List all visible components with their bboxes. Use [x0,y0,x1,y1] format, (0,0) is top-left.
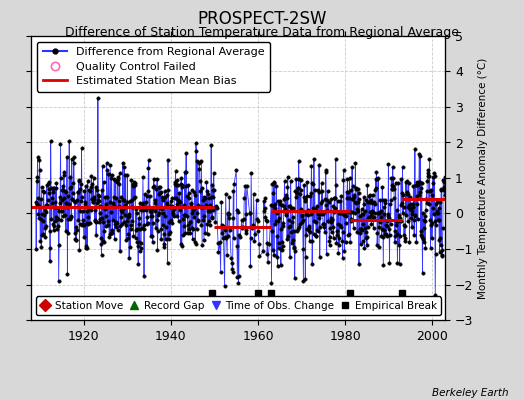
Text: Berkeley Earth: Berkeley Earth [432,388,508,398]
Text: PROSPECT-2SW: PROSPECT-2SW [197,10,327,28]
Y-axis label: Monthly Temperature Anomaly Difference (°C): Monthly Temperature Anomaly Difference (… [478,57,488,299]
Legend: Station Move, Record Gap, Time of Obs. Change, Empirical Break: Station Move, Record Gap, Time of Obs. C… [36,296,441,315]
Text: Difference of Station Temperature Data from Regional Average: Difference of Station Temperature Data f… [65,26,459,39]
